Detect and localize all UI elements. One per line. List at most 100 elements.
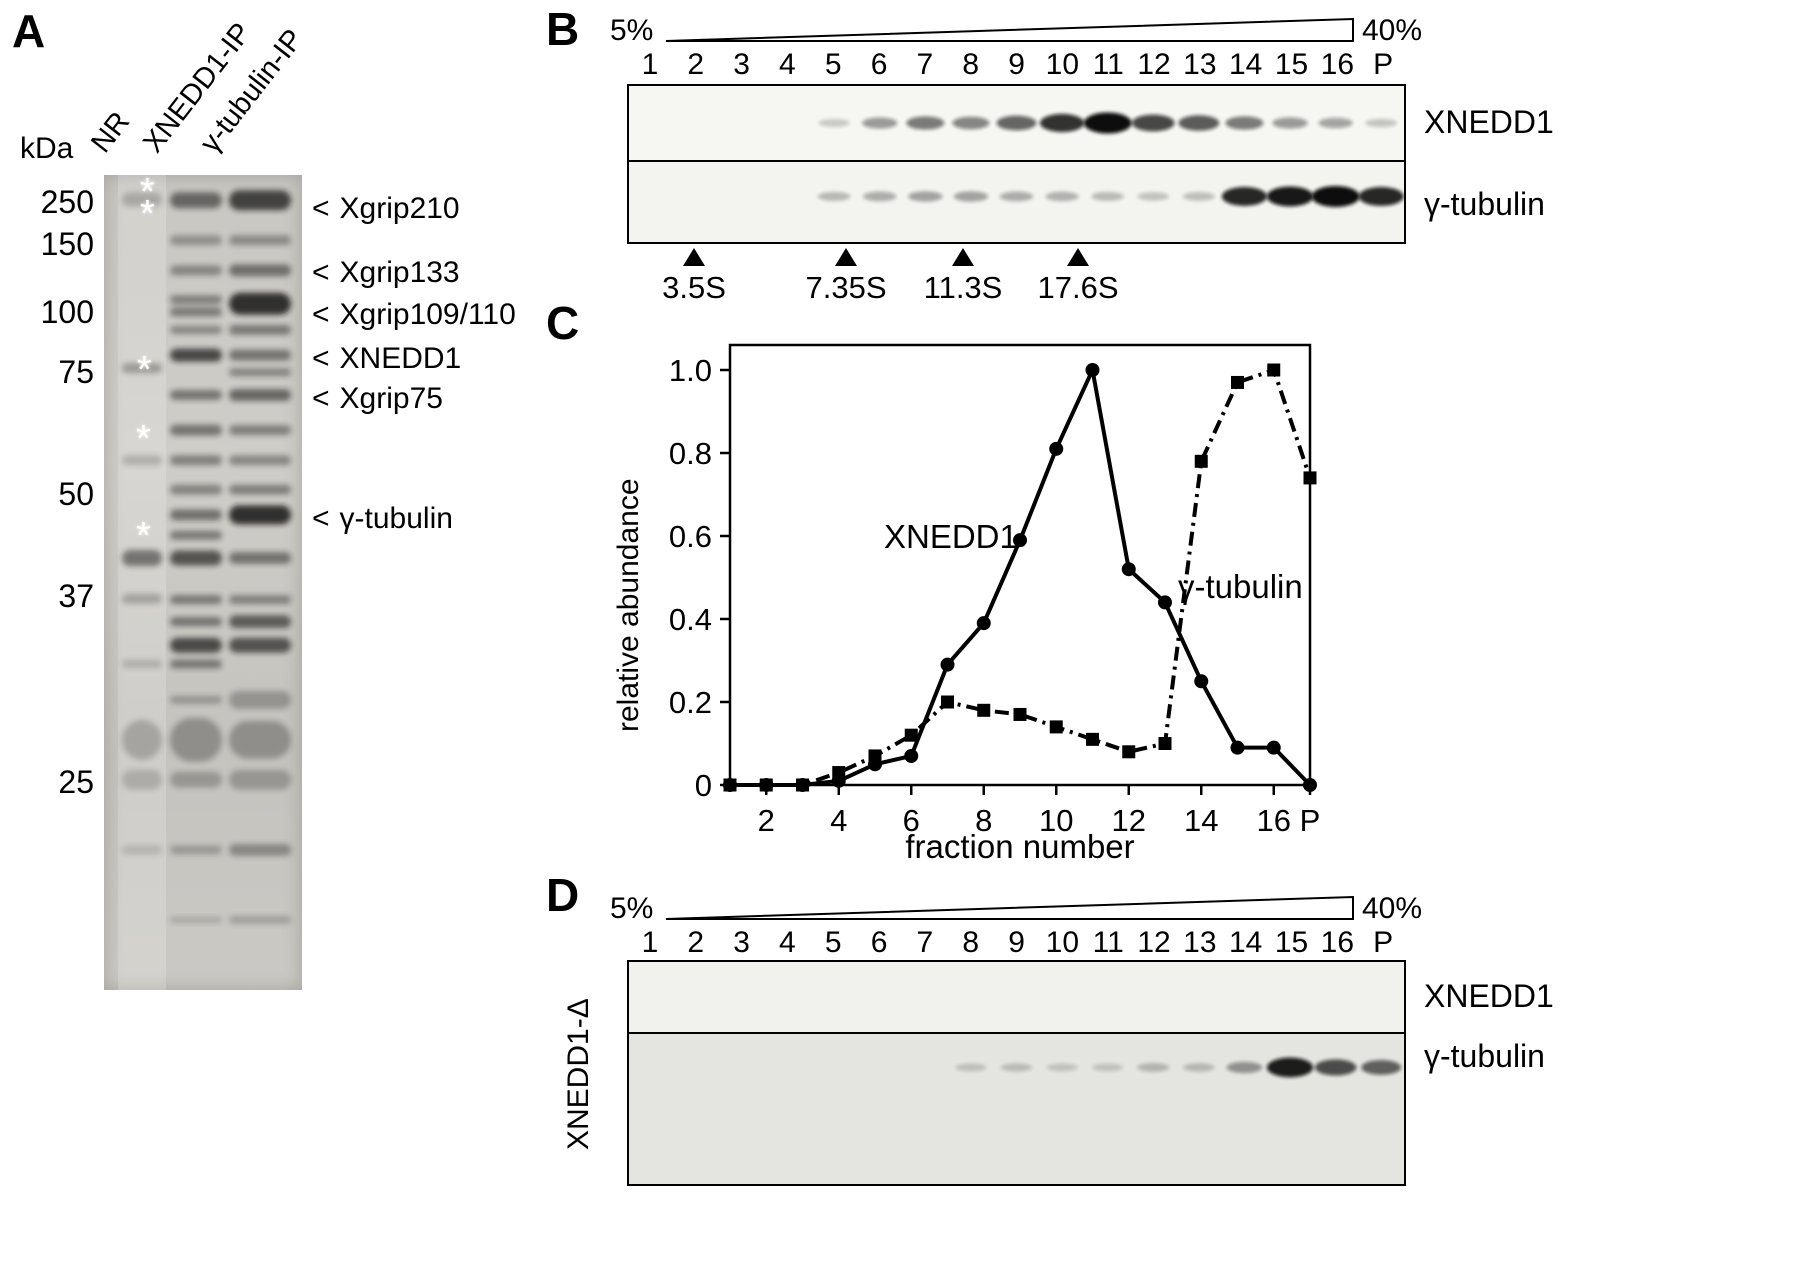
fraction-label: 1	[641, 926, 659, 959]
band-arrow-icon: <	[312, 256, 330, 289]
fraction-label: 12	[1137, 48, 1171, 81]
band-arrow-icon: <	[312, 298, 330, 331]
fraction-label: 15	[1274, 926, 1309, 959]
asterisk-marker: *	[137, 349, 152, 391]
mw-marker-37: 37	[58, 578, 94, 614]
svg-text:8: 8	[975, 803, 992, 838]
svg-text:16: 16	[1257, 803, 1291, 838]
fraction-label: 2	[687, 926, 705, 959]
sed-marker-label: 11.3S	[923, 270, 1003, 305]
fraction-numbers-row-d: 1 2 3 4 5 6 7 8 9 10 11 12 13 14 15 16 P	[627, 926, 1406, 960]
blot-strip-gtubulin	[629, 160, 1404, 242]
protein-name: γ-tubulin	[339, 502, 453, 535]
sed-marker-17-6s: 17.6S	[1008, 248, 1148, 306]
blot-strip-gtubulin	[629, 1032, 1404, 1184]
protein-label-gtubulin: < γ-tubulin	[312, 502, 453, 536]
mw-marker-25: 25	[58, 764, 94, 800]
fraction-label: 16	[1320, 48, 1355, 81]
arrowhead-icon	[1067, 248, 1089, 266]
asterisk-marker: *	[140, 193, 155, 235]
svg-text:0.2: 0.2	[669, 685, 712, 720]
mw-marker-50: 50	[58, 476, 94, 512]
blot-bands	[629, 962, 1404, 1032]
gradient-start-label: 5%	[610, 892, 654, 925]
sed-marker-3-5s: 3.5S	[624, 248, 764, 306]
fraction-label: 10	[1045, 48, 1080, 81]
fraction-label: 10	[1045, 926, 1080, 959]
svg-text:14: 14	[1184, 803, 1218, 838]
sed-marker-label: 3.5S	[662, 270, 726, 305]
arrowhead-icon	[952, 248, 974, 266]
svg-text:6: 6	[903, 803, 920, 838]
fraction-label: 8	[962, 48, 980, 81]
fraction-label: 6	[870, 48, 888, 81]
protein-label-xgrip133: < Xgrip133	[312, 256, 460, 290]
svg-text:0.4: 0.4	[669, 602, 712, 637]
mw-marker-250: 250	[40, 184, 94, 220]
y-axis-title: relative abundance	[612, 478, 645, 732]
fraction-label: 16	[1320, 926, 1355, 959]
protein-name: Xgrip109/110	[339, 298, 516, 331]
panel-b-label: B	[546, 3, 580, 55]
sample-label-xnedd1-delta: XNEDD1-Δ	[562, 998, 595, 1150]
panel-a-label: A	[12, 5, 46, 57]
arrowhead-icon	[683, 248, 705, 266]
sed-marker-label: 7.35S	[805, 270, 887, 305]
svg-text:2: 2	[758, 803, 775, 838]
gel-bands	[118, 175, 291, 990]
blot-strip-xnedd1	[629, 962, 1404, 1032]
mw-marker-100: 100	[40, 294, 94, 330]
svg-text:P: P	[1300, 803, 1321, 838]
series-label-gtubulin: γ-tubulin	[1178, 568, 1303, 605]
band-arrow-icon: <	[312, 382, 330, 415]
blot-label-b-gtubulin: γ-tubulin	[1424, 186, 1545, 222]
protein-label-xgrip75: < Xgrip75	[312, 382, 443, 416]
mw-marker-150: 150	[40, 226, 94, 262]
asterisk-marker: *	[136, 515, 151, 557]
svg-text:1.0: 1.0	[669, 353, 712, 388]
fraction-label: 14	[1228, 926, 1263, 959]
gradient-end-label: 40%	[1362, 892, 1423, 925]
panel-c-label: C	[546, 297, 580, 349]
blot-strip-xnedd1	[629, 86, 1404, 160]
chart-plot: 0 0.2 0.4 0.6 0.8 1.0 2 4 6 8 10 12 14 16 P	[669, 343, 1321, 838]
fraction-label: 8	[962, 926, 980, 959]
x-axis-title: fraction number	[905, 828, 1135, 865]
svg-text:12: 12	[1112, 803, 1146, 838]
blot-bands	[955, 1057, 1402, 1078]
fraction-label: 9	[1008, 48, 1025, 81]
fraction-label: P	[1373, 926, 1394, 959]
fraction-label: 12	[1137, 926, 1171, 959]
fraction-label: 3	[733, 48, 750, 81]
band-arrow-icon: <	[312, 342, 330, 375]
fraction-label: 7	[916, 48, 934, 81]
svg-text:10: 10	[1039, 803, 1073, 838]
protein-label-xgrip109-110: < Xgrip109/110	[312, 298, 516, 332]
svg-text:0: 0	[695, 768, 712, 803]
svg-text:4: 4	[830, 803, 847, 838]
fraction-label: 3	[733, 926, 750, 959]
protein-name: Xgrip133	[339, 256, 460, 289]
band-arrow-icon: <	[312, 192, 330, 225]
fraction-label: 9	[1008, 926, 1025, 959]
svg-text:0.8: 0.8	[669, 436, 712, 471]
fraction-label: 1	[641, 48, 659, 81]
gradient-start-label: 5%	[610, 14, 654, 47]
gradient-end-label: 40%	[1362, 14, 1423, 47]
fraction-label: P	[1373, 48, 1394, 81]
blot-panel-b	[627, 84, 1406, 244]
gradient-wedge	[665, 895, 1354, 920]
protein-name: Xgrip75	[339, 382, 443, 415]
protein-name: XNEDD1	[339, 342, 462, 375]
svg-text:0.6: 0.6	[669, 519, 712, 554]
blot-label-d-gtubulin: γ-tubulin	[1424, 1038, 1545, 1074]
fraction-numbers-row-b: 1 2 3 4 5 6 7 8 9 10 11 12 13 14 15 16 P	[627, 48, 1406, 82]
gel-image: * * * * *	[104, 173, 302, 990]
protein-label-xnedd1: < XNEDD1	[312, 342, 461, 376]
fraction-label: 6	[870, 926, 888, 959]
fraction-label: 11	[1092, 48, 1124, 81]
chart: 0 0.2 0.4 0.6 0.8 1.0 2 4 6 8 10 12 14 16 P	[600, 330, 1380, 855]
fraction-label: 13	[1183, 926, 1217, 959]
fraction-label: 13	[1183, 48, 1217, 81]
